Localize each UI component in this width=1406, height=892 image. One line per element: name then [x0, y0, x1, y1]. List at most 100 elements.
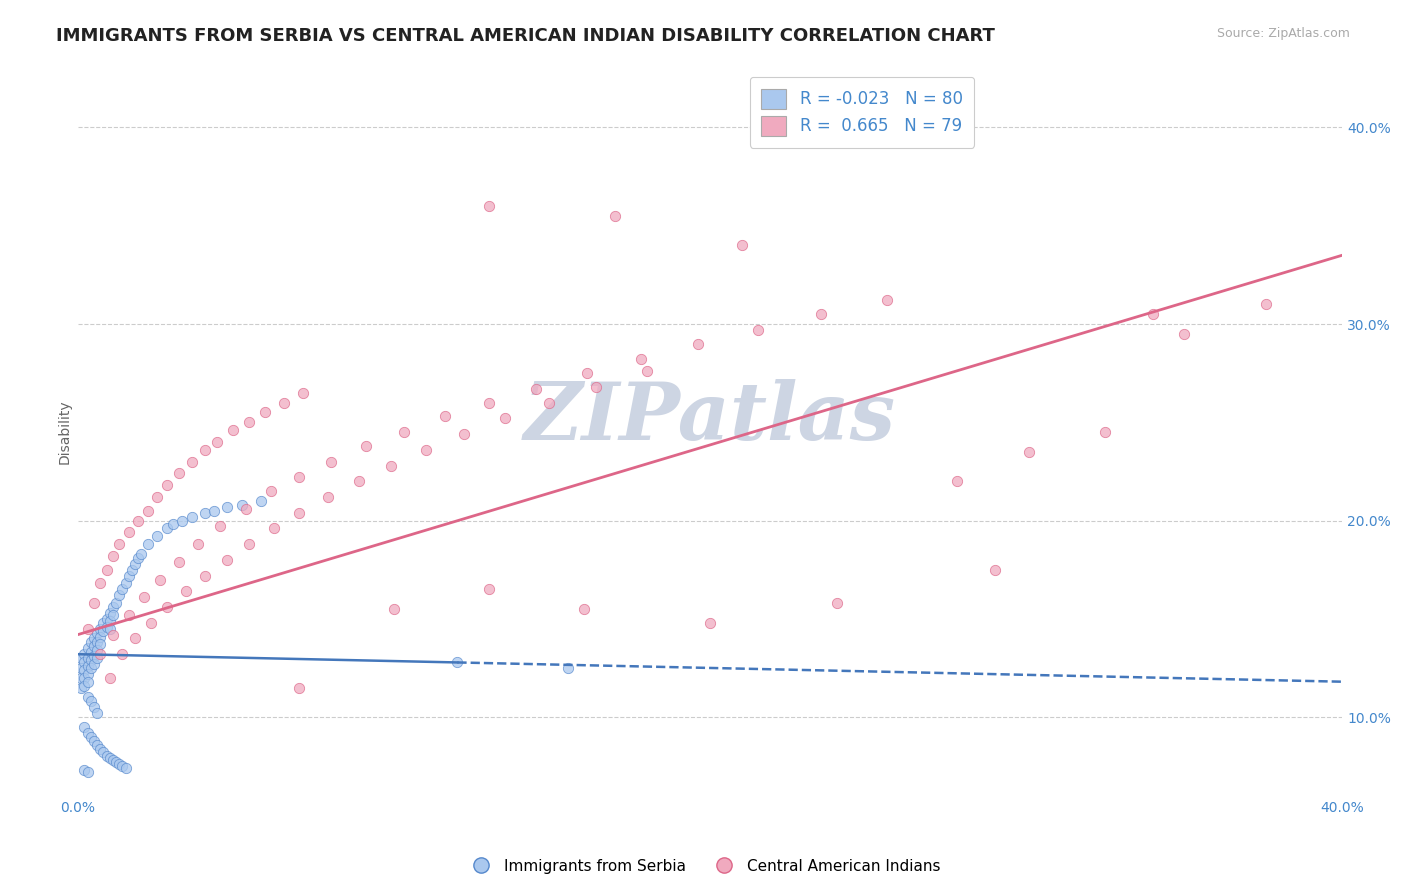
Point	[1142, 307, 1164, 321]
Point	[945, 475, 967, 489]
Point	[89, 622, 111, 636]
Point	[111, 647, 134, 661]
Point	[101, 600, 124, 615]
Point	[1018, 444, 1040, 458]
Point	[83, 640, 105, 654]
Point	[101, 549, 124, 563]
Point	[131, 547, 153, 561]
Point	[105, 596, 128, 610]
Point	[76, 690, 98, 705]
Point	[111, 759, 134, 773]
Legend: R = -0.023   N = 80, R =  0.665   N = 79: R = -0.023 N = 80, R = 0.665 N = 79	[749, 77, 974, 147]
Point	[478, 582, 501, 597]
Point	[80, 635, 103, 649]
Point	[172, 514, 194, 528]
Point	[70, 671, 93, 685]
Point	[174, 584, 197, 599]
Point	[73, 763, 96, 777]
Point	[382, 602, 405, 616]
Point	[83, 733, 105, 747]
Point	[86, 635, 108, 649]
Point	[73, 663, 96, 677]
Point	[108, 757, 131, 772]
Point	[1173, 326, 1195, 341]
Point	[156, 478, 179, 492]
Point	[238, 415, 260, 429]
Point	[86, 651, 108, 665]
Point	[96, 563, 118, 577]
Point	[193, 506, 215, 520]
Point	[136, 504, 159, 518]
Point	[70, 681, 93, 695]
Point	[134, 591, 156, 605]
Point	[291, 385, 314, 400]
Point	[273, 395, 295, 409]
Point	[238, 537, 260, 551]
Point	[73, 720, 96, 734]
Point	[699, 615, 721, 630]
Point	[235, 501, 257, 516]
Point	[146, 529, 169, 543]
Point	[80, 730, 103, 744]
Point	[260, 484, 283, 499]
Point	[585, 380, 607, 394]
Point	[187, 537, 209, 551]
Point	[73, 671, 96, 685]
Point	[605, 209, 627, 223]
Point	[747, 323, 769, 337]
Point	[215, 553, 238, 567]
Point	[825, 596, 848, 610]
Point	[70, 651, 93, 665]
Point	[253, 405, 276, 419]
Point	[209, 519, 232, 533]
Point	[98, 671, 121, 685]
Point	[193, 442, 215, 457]
Point	[76, 622, 98, 636]
Point	[319, 454, 342, 468]
Point	[108, 588, 131, 602]
Point	[136, 537, 159, 551]
Point	[108, 537, 131, 551]
Point	[96, 612, 118, 626]
Point	[180, 454, 202, 468]
Point	[124, 557, 146, 571]
Point	[162, 517, 184, 532]
Point	[392, 425, 415, 439]
Point	[524, 382, 547, 396]
Point	[83, 596, 105, 610]
Point	[537, 395, 560, 409]
Point	[494, 411, 516, 425]
Point	[83, 657, 105, 671]
Point	[222, 423, 245, 437]
Point	[686, 336, 709, 351]
Point	[453, 427, 475, 442]
Point	[983, 563, 1005, 577]
Point	[575, 366, 598, 380]
Point	[180, 509, 202, 524]
Text: Source: ZipAtlas.com: Source: ZipAtlas.com	[1216, 27, 1350, 40]
Point	[80, 653, 103, 667]
Point	[127, 514, 149, 528]
Point	[93, 615, 115, 630]
Point	[149, 573, 172, 587]
Text: IMMIGRANTS FROM SERBIA VS CENTRAL AMERICAN INDIAN DISABILITY CORRELATION CHART: IMMIGRANTS FROM SERBIA VS CENTRAL AMERIC…	[56, 27, 995, 45]
Point	[288, 681, 311, 695]
Point	[380, 458, 402, 473]
Point	[89, 576, 111, 591]
Y-axis label: Disability: Disability	[58, 400, 72, 465]
Point	[118, 525, 141, 540]
Point	[98, 751, 121, 765]
Point	[111, 582, 134, 597]
Point	[101, 627, 124, 641]
Point	[156, 521, 179, 535]
Point	[572, 602, 595, 616]
Point	[76, 674, 98, 689]
Point	[876, 293, 898, 308]
Point	[76, 666, 98, 681]
Point	[349, 475, 371, 489]
Point	[118, 568, 141, 582]
Point	[96, 620, 118, 634]
Point	[1256, 297, 1278, 311]
Point	[415, 442, 437, 457]
Point	[557, 661, 579, 675]
